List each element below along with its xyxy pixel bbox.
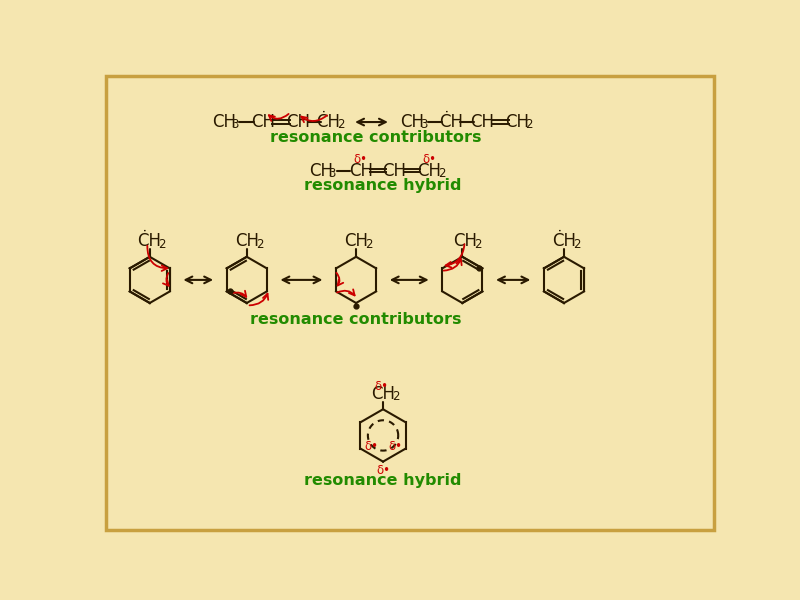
Text: resonance hybrid: resonance hybrid: [304, 473, 462, 488]
Text: CH: CH: [400, 113, 424, 131]
Text: resonance hybrid: resonance hybrid: [304, 178, 462, 193]
Text: 2: 2: [366, 238, 373, 251]
Text: CH: CH: [470, 113, 494, 131]
Text: ĊH: ĊH: [439, 113, 463, 131]
Text: CH: CH: [286, 113, 310, 131]
Text: ĊH: ĊH: [552, 232, 576, 250]
Text: resonance contributors: resonance contributors: [250, 313, 462, 328]
Text: 3: 3: [328, 167, 336, 180]
Text: 2: 2: [158, 238, 166, 251]
Text: 3: 3: [231, 118, 238, 131]
Text: 2: 2: [337, 118, 344, 131]
Text: CH: CH: [382, 161, 406, 179]
Text: CH: CH: [344, 232, 368, 250]
Text: CH: CH: [251, 113, 275, 131]
Text: CH: CH: [309, 161, 333, 179]
Text: δ•: δ•: [354, 153, 368, 166]
Text: δ•: δ•: [374, 380, 389, 392]
Text: 2: 2: [526, 118, 533, 131]
Text: δ•: δ•: [376, 464, 390, 478]
Text: CH: CH: [418, 161, 442, 179]
Text: ĊH: ĊH: [316, 113, 340, 131]
Text: resonance contributors: resonance contributors: [270, 130, 481, 145]
Text: CH: CH: [453, 232, 477, 250]
Text: δ•: δ•: [422, 153, 436, 166]
Text: 2: 2: [474, 238, 482, 251]
Text: 2: 2: [574, 238, 581, 251]
Text: 2: 2: [438, 167, 446, 180]
Text: CH: CH: [234, 232, 258, 250]
Text: CH: CH: [371, 385, 395, 403]
Text: CH: CH: [349, 161, 373, 179]
Text: 2: 2: [392, 391, 400, 403]
FancyBboxPatch shape: [106, 76, 714, 530]
Text: δ•: δ•: [388, 440, 402, 454]
Text: 2: 2: [256, 238, 263, 251]
Text: CH: CH: [505, 113, 529, 131]
Text: CH: CH: [212, 113, 236, 131]
Text: δ•: δ•: [364, 440, 378, 454]
Text: 3: 3: [420, 118, 427, 131]
Text: ĊH: ĊH: [137, 232, 161, 250]
